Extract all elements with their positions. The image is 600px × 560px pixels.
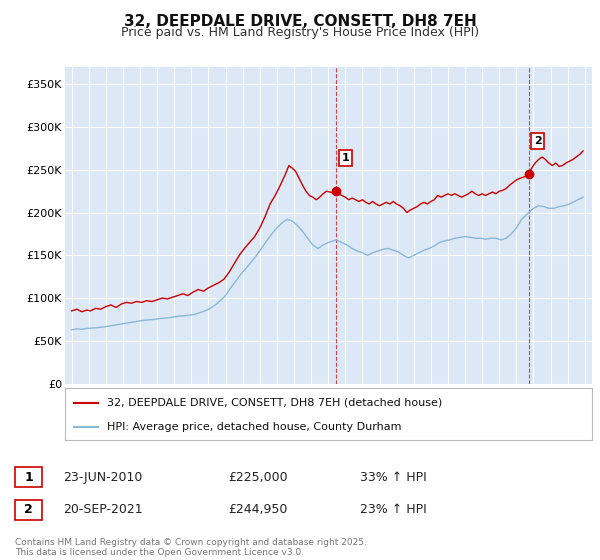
Text: Contains HM Land Registry data © Crown copyright and database right 2025.
This d: Contains HM Land Registry data © Crown c… [15,538,367,557]
Text: 33% ↑ HPI: 33% ↑ HPI [360,470,427,484]
Text: 23-JUN-2010: 23-JUN-2010 [63,470,142,484]
Text: £244,950: £244,950 [228,503,287,516]
Text: 1: 1 [24,470,33,484]
Text: £225,000: £225,000 [228,470,287,484]
Text: 23% ↑ HPI: 23% ↑ HPI [360,503,427,516]
Text: 1: 1 [341,153,349,164]
Text: 2: 2 [534,136,542,146]
Text: 32, DEEPDALE DRIVE, CONSETT, DH8 7EH: 32, DEEPDALE DRIVE, CONSETT, DH8 7EH [124,14,476,29]
Text: HPI: Average price, detached house, County Durham: HPI: Average price, detached house, Coun… [107,422,401,432]
Text: 20-SEP-2021: 20-SEP-2021 [63,503,143,516]
Text: Price paid vs. HM Land Registry's House Price Index (HPI): Price paid vs. HM Land Registry's House … [121,26,479,39]
Text: 2: 2 [24,503,33,516]
Text: 32, DEEPDALE DRIVE, CONSETT, DH8 7EH (detached house): 32, DEEPDALE DRIVE, CONSETT, DH8 7EH (de… [107,398,442,408]
